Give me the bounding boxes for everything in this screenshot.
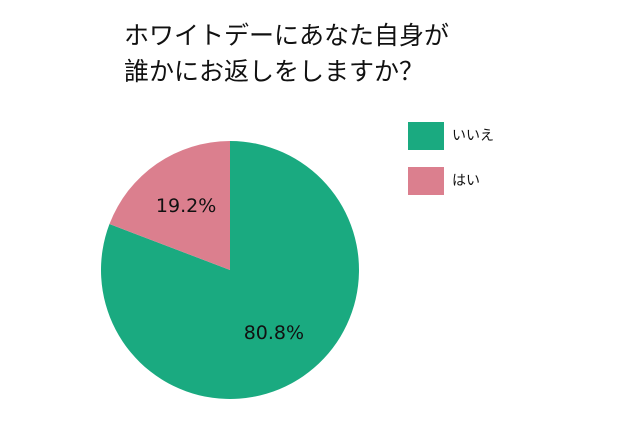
chart-title: ホワイトデーにあなた自身が	[124, 21, 449, 50]
legend-swatch	[408, 122, 444, 150]
chart-title: 誰かにお返しをしますか？	[124, 57, 424, 86]
value-label: 80.8%	[244, 322, 304, 344]
pie-slice	[109, 141, 230, 270]
value-label: 19.2%	[156, 195, 216, 217]
pie-slice	[100, 141, 359, 399]
legend-text: はい	[452, 173, 480, 189]
legend-text: いいえ	[452, 128, 494, 144]
legend-swatch	[408, 167, 444, 195]
